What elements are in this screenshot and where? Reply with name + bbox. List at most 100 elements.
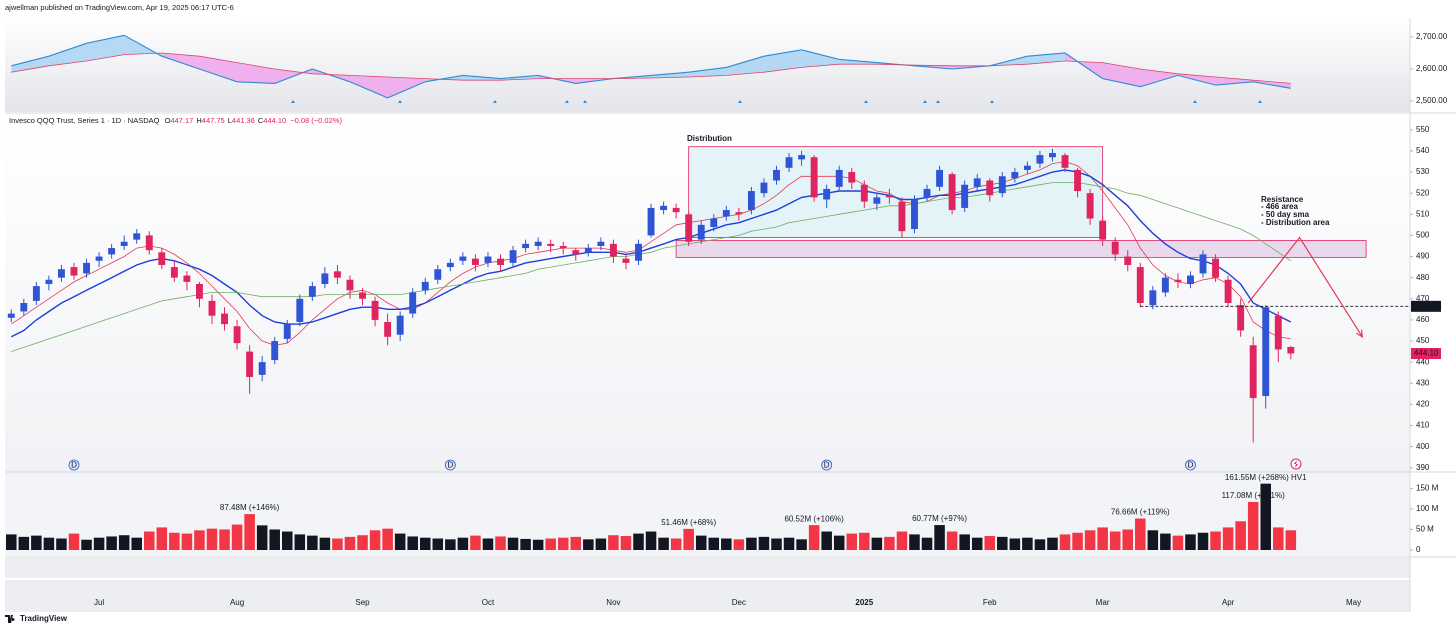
candle-body: [848, 172, 856, 183]
y-tick-label: 2,700.00: [1416, 32, 1448, 41]
indicator-fill: [349, 75, 388, 98]
x-tick-label: Sep: [355, 598, 370, 607]
candle-body: [722, 210, 730, 217]
candle-body: [95, 256, 103, 261]
volume-bar: [194, 530, 205, 550]
candle-body: [798, 155, 806, 160]
x-tick-label: Feb: [983, 598, 997, 607]
moving-average: [11, 161, 1291, 346]
volume-bar: [1147, 530, 1159, 550]
candle-body: [710, 218, 718, 227]
dividend-label: D: [447, 461, 453, 470]
legend-value: 447.75: [201, 116, 225, 125]
volume-bar: [808, 525, 820, 550]
candle-body: [1011, 172, 1019, 179]
volume-bar: [357, 535, 368, 550]
volume-bar: [1222, 527, 1234, 550]
time-axis: [5, 580, 1410, 612]
candle-body: [20, 303, 28, 312]
resistance-zone: [675, 240, 1367, 258]
candle-body: [221, 313, 228, 325]
footer: TradingView: [5, 614, 67, 623]
candle-body: [1049, 153, 1056, 158]
candle-body: [145, 235, 153, 251]
volume-tick-label: 100 M: [1416, 504, 1439, 513]
volume-bar: [206, 528, 218, 550]
volume-bar: [670, 538, 682, 550]
last-price-label: 444.10: [1414, 349, 1439, 358]
indicator-fill: [688, 67, 727, 78]
y-tick-label: 410: [1416, 421, 1430, 430]
volume-bar: [507, 537, 519, 550]
dividend-marker: [1185, 459, 1196, 471]
level-label: 466.43: [1414, 301, 1439, 310]
volume-bar: [18, 536, 30, 550]
candle-body: [522, 243, 530, 249]
publish-header: ajwellman published on TradingView.com, …: [5, 3, 234, 12]
volume-bar: [118, 535, 130, 550]
candle-body: [1161, 277, 1169, 293]
volume-bar: [6, 534, 17, 550]
candle-body: [195, 283, 203, 299]
volume-label: 60.77M (+97%): [912, 514, 967, 523]
candle-body: [898, 201, 906, 232]
volume-bar: [1160, 533, 1171, 550]
candle-body: [685, 214, 693, 242]
volume-bar: [344, 536, 356, 550]
volume-bar: [156, 527, 168, 550]
candle-body: [936, 169, 944, 187]
symbol-legend: Invesco QQQ Trust, Series 1 · 1D · NASDA…: [9, 116, 342, 125]
volume-bar: [332, 538, 343, 550]
candle-body: [735, 212, 743, 215]
dividend-marker: [444, 459, 456, 471]
candle-body: [1187, 275, 1194, 284]
volume-bar: [1109, 531, 1121, 550]
y-tick-label: 540: [1416, 146, 1430, 155]
candle-body: [120, 241, 128, 246]
resistance-note: Resistance: [1261, 195, 1304, 204]
resistance-note: - 466 area: [1261, 202, 1298, 211]
volume-bar: [645, 531, 657, 550]
candle-body: [1061, 155, 1069, 168]
candle-body: [58, 269, 65, 278]
indicator-fill: [124, 35, 162, 57]
volume-bar: [56, 538, 67, 550]
candle-body: [547, 243, 555, 246]
y-tick-label: 420: [1416, 400, 1430, 409]
candle-body: [459, 256, 467, 261]
candle-body: [986, 180, 994, 196]
volume-bar: [394, 533, 406, 550]
y-tick-label: 490: [1416, 252, 1430, 261]
indicator-fill: [11, 56, 49, 73]
volume-bar: [1009, 538, 1021, 550]
volume-bar: [1185, 534, 1196, 550]
volume-bar: [470, 535, 481, 550]
volume-bar: [231, 524, 243, 550]
volume-bar: [520, 538, 531, 550]
volume-bar: [495, 536, 506, 550]
candle-body: [7, 313, 15, 318]
candle-body: [1262, 307, 1270, 396]
last-price-tag: [1411, 347, 1441, 359]
candle-body: [597, 241, 605, 246]
candle-body: [860, 184, 868, 202]
indicator-line: [11, 52, 1291, 84]
candle-body: [133, 233, 141, 240]
candle-body: [434, 269, 442, 280]
candle-body: [484, 256, 492, 263]
resistance-note: - Distribution area: [1261, 218, 1330, 227]
candle-body: [622, 258, 630, 263]
indicator-fill: [1102, 62, 1141, 87]
volume-bar: [758, 536, 770, 550]
candle-body: [271, 341, 279, 361]
volume-bar: [93, 537, 105, 550]
volume-label: 87.48M (+146%): [220, 503, 280, 512]
x-tick-label: Nov: [606, 598, 620, 607]
volume-bar: [595, 538, 607, 550]
volume-bar: [984, 536, 996, 550]
candle-body: [1199, 254, 1207, 274]
volume-bar: [1135, 518, 1146, 550]
distribution-label: Distribution: [687, 134, 732, 143]
y-tick-label: 450: [1416, 336, 1430, 345]
volume-bar: [884, 536, 895, 550]
